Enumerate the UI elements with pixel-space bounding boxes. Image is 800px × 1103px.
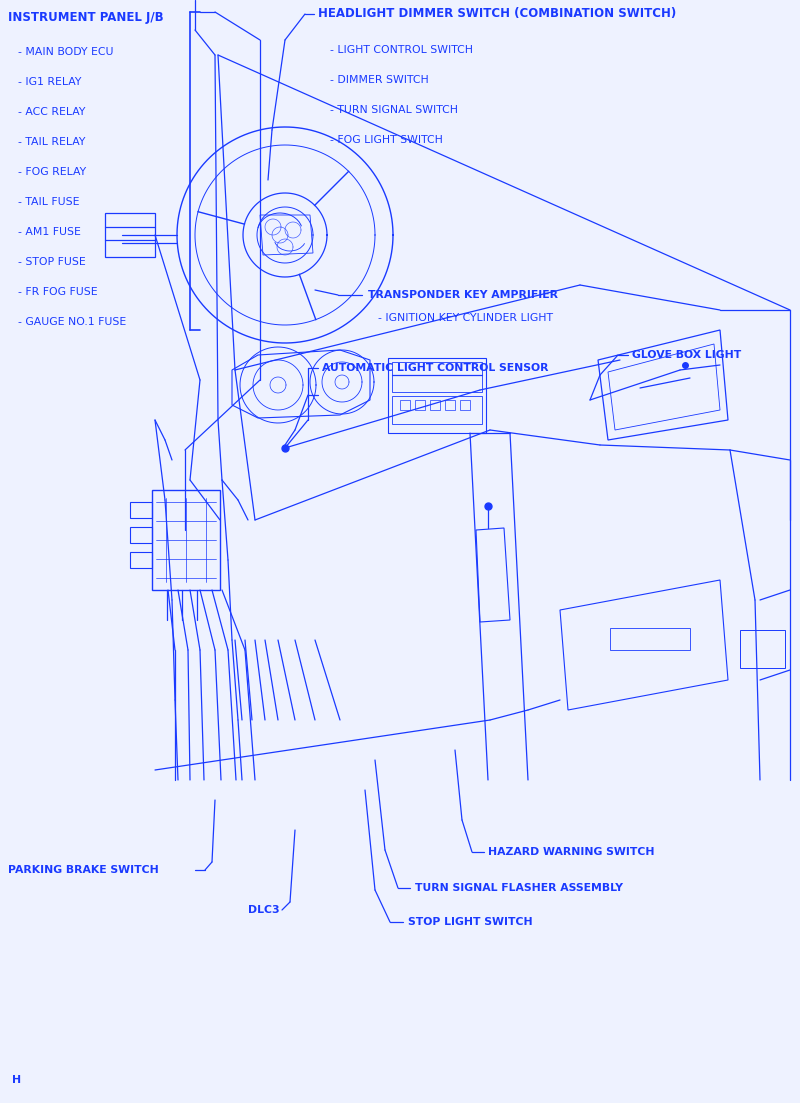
Text: PARKING BRAKE SWITCH: PARKING BRAKE SWITCH (8, 865, 158, 875)
Bar (460, 400, 470, 410)
Text: GLOVE BOX LIGHT: GLOVE BOX LIGHT (632, 350, 742, 360)
Bar (445, 400, 455, 410)
Text: H: H (12, 1075, 21, 1085)
Text: TURN SIGNAL FLASHER ASSEMBLY: TURN SIGNAL FLASHER ASSEMBLY (415, 884, 623, 893)
Text: HAZARD WARNING SWITCH: HAZARD WARNING SWITCH (488, 847, 654, 857)
Text: - IG1 RELAY: - IG1 RELAY (18, 77, 82, 87)
Text: - MAIN BODY ECU: - MAIN BODY ECU (18, 47, 114, 57)
Text: - STOP FUSE: - STOP FUSE (18, 257, 86, 267)
Text: - FOG LIGHT SWITCH: - FOG LIGHT SWITCH (330, 135, 443, 144)
Text: - GAUGE NO.1 FUSE: - GAUGE NO.1 FUSE (18, 317, 126, 326)
Bar (130, 527, 152, 543)
Text: AUTOMATIC LIGHT CONTROL SENSOR: AUTOMATIC LIGHT CONTROL SENSOR (322, 363, 549, 373)
Bar (400, 400, 410, 410)
Text: STOP LIGHT SWITCH: STOP LIGHT SWITCH (408, 917, 533, 927)
Bar (392, 362, 482, 392)
Text: - FR FOG FUSE: - FR FOG FUSE (18, 287, 98, 297)
Text: HEADLIGHT DIMMER SWITCH (COMBINATION SWITCH): HEADLIGHT DIMMER SWITCH (COMBINATION SWI… (318, 8, 676, 21)
Bar (430, 400, 440, 410)
Bar (130, 502, 152, 518)
Bar (740, 630, 785, 668)
Text: - TAIL RELAY: - TAIL RELAY (18, 137, 86, 147)
Text: INSTRUMENT PANEL J/B: INSTRUMENT PANEL J/B (8, 11, 164, 24)
Text: - LIGHT CONTROL SWITCH: - LIGHT CONTROL SWITCH (330, 45, 473, 55)
Text: - AM1 FUSE: - AM1 FUSE (18, 227, 81, 237)
Bar (392, 396, 482, 424)
Text: DLC3: DLC3 (248, 904, 280, 915)
Text: - DIMMER SWITCH: - DIMMER SWITCH (330, 75, 429, 85)
Bar (388, 358, 486, 433)
Bar (105, 213, 155, 257)
Text: - IGNITION KEY CYLINDER LIGHT: - IGNITION KEY CYLINDER LIGHT (378, 313, 553, 323)
Bar (130, 552, 152, 568)
Text: - TURN SIGNAL SWITCH: - TURN SIGNAL SWITCH (330, 105, 458, 115)
Bar (610, 628, 690, 650)
Bar (415, 400, 425, 410)
Text: - TAIL FUSE: - TAIL FUSE (18, 197, 79, 207)
Text: - ACC RELAY: - ACC RELAY (18, 107, 86, 117)
Bar (152, 490, 220, 590)
Text: TRANSPONDER KEY AMPRIFIER: TRANSPONDER KEY AMPRIFIER (368, 290, 558, 300)
Text: - FOG RELAY: - FOG RELAY (18, 167, 86, 176)
